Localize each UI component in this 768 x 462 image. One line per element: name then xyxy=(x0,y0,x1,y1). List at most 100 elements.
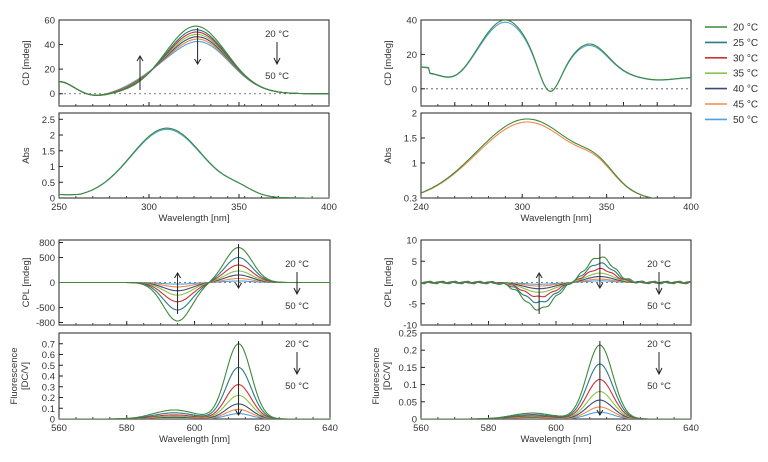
abs-left-ytick-label: 1.5 xyxy=(42,146,55,157)
abs-left-ytick-label: 0.5 xyxy=(42,178,55,189)
abs-right-ytick-label: 1 xyxy=(412,159,417,170)
cd-left-ytick-label: 20 xyxy=(44,65,55,76)
fl-left-temp-high-label: 20 °C xyxy=(285,339,309,350)
fl-left-xtick-label: 600 xyxy=(187,423,203,434)
cpl-left-temp-high-label: 20 °C xyxy=(285,259,309,270)
legend-label: 45 °C xyxy=(733,100,758,111)
cd-right-series-50C xyxy=(421,21,691,92)
fl-left-ytick-label: 0.4 xyxy=(42,372,55,383)
cd-left-shoulder-arrow-head xyxy=(136,55,144,62)
legend-label: 25 °C xyxy=(733,38,758,49)
fl-left-ytick-label: 0.7 xyxy=(42,339,55,350)
abs-left-series-50C xyxy=(59,128,329,198)
fl-right-series-20C xyxy=(421,344,691,419)
cpl-right-panel: -10 -5 0 5 10 CPL [mdeg] 20 °C 50 °C xyxy=(383,236,692,332)
cd-right-ytick-label: 20 xyxy=(406,50,417,61)
abs-left-ytick-label: 0 xyxy=(50,194,55,205)
abs-left-ytick-label: 1 xyxy=(50,162,55,173)
fl-right-ytick-label: 0.15 xyxy=(399,363,418,374)
fl-right-xtick-label: 640 xyxy=(683,423,699,434)
cpl-right-temp-high-label: 20 °C xyxy=(647,259,671,270)
fl-right-xtick-label: 620 xyxy=(616,423,632,434)
fl-right-temp-high-label: 20 °C xyxy=(647,339,671,350)
cd-right-ylabel: CD [mdeg] xyxy=(383,40,394,85)
cd-left-series-40C xyxy=(59,36,329,96)
abs-right-ytick-label: 1.5 xyxy=(404,134,417,145)
fl-right-xlabel: Wavelength [nm] xyxy=(521,434,592,445)
abs-right-frame xyxy=(420,112,692,199)
cpl-left-pos-peak-arrow-head xyxy=(235,282,242,289)
fl-left-temp-arrowhead xyxy=(293,367,301,376)
cd-left-series-45C xyxy=(59,38,329,96)
legend-label: 50 °C xyxy=(733,115,758,126)
cd-right-ytick-label: 0 xyxy=(412,84,417,95)
abs-right-ylabel: Abs xyxy=(383,147,394,164)
cpl-right-temp-low-label: 50 °C xyxy=(647,301,671,312)
cd-right-ytick-label: 40 xyxy=(406,16,417,27)
cpl-left-ytick-label: 500 xyxy=(39,253,55,264)
fl-right-ylabel: Fluorescence xyxy=(371,347,382,404)
fl-right-temp-low-label: 50 °C xyxy=(647,381,671,392)
abs-left-ytick-label: 2.5 xyxy=(42,115,55,126)
fl-left-xtick-label: 560 xyxy=(51,423,67,434)
abs-left-xlabel: Wavelength [nm] xyxy=(159,213,230,224)
legend-label: 40 °C xyxy=(733,84,758,95)
cd-left-peak-arrow-head xyxy=(194,58,202,65)
fl-left-ylabel: Fluorescence xyxy=(9,347,20,404)
fl-right-xtick-label: 560 xyxy=(413,423,429,434)
cpl-right-pos-peak-arrow-head xyxy=(596,282,604,289)
legend-label: 35 °C xyxy=(733,69,758,80)
fl-right-xtick-label: 580 xyxy=(481,423,497,434)
abs-right-ytick-label: 2 xyxy=(412,109,417,120)
cpl-left-ytick-label: -800 xyxy=(36,318,55,329)
cpl-left-panel: -800 -500 0 500 800 CPL [mdeg] 20 °C 50 °C xyxy=(21,238,331,329)
fl-right-temp-arrowhead xyxy=(655,367,663,376)
cd-left-series-50C xyxy=(59,40,329,96)
legend: 20 °C 25 °C 30 °C 35 °C 40 °C 45 °C 50 °C xyxy=(705,23,758,126)
fl-left-series-20C xyxy=(59,343,330,419)
fl-left-xtick-label: 620 xyxy=(254,423,270,434)
fl-right-ytick-label: 0.2 xyxy=(404,346,417,357)
fl-left-panel: 00.10.20.30.40.50.60.7 560 580 600 620 640 Wav… xyxy=(9,332,338,445)
cd-right-panel: 0 20 40 CD [mdeg] xyxy=(383,16,692,107)
cd-left-series-35C xyxy=(59,33,329,96)
abs-right-series-45C xyxy=(421,121,655,198)
cpl-right-ylabel: CPL [mdeg] xyxy=(383,258,394,308)
cpl-right-series-20C xyxy=(421,256,691,311)
fl-right-ytick-label: 0.25 xyxy=(399,329,418,340)
cpl-right-ytick-label: -10 xyxy=(403,321,417,332)
fl-left-ytick-label: 0.1 xyxy=(42,404,55,415)
fl-left-ytick-label: 0 xyxy=(50,415,55,426)
cpl-left-neg-peak-arrow-head xyxy=(174,272,181,279)
abs-left-ylabel: Abs xyxy=(21,147,32,164)
abs-left-xtick-label: 250 xyxy=(51,202,67,213)
cd-left-temp-high-label: 20 °C xyxy=(265,29,289,40)
cd-left-series-20C xyxy=(59,25,329,96)
abs-left-xtick-label: 300 xyxy=(141,202,157,213)
fl-right-ylabel-unit: [DC/V] xyxy=(382,362,393,390)
abs-left-panel: 0 0.5 1 1.5 2 2.5 250 300 350 400 Wavelength [nm] A… xyxy=(21,112,337,224)
cd-right-frame xyxy=(420,19,692,107)
cpl-left-ylabel: CPL [mdeg] xyxy=(21,258,32,308)
abs-left-ytick-label: 2 xyxy=(50,131,55,142)
abs-right-xtick-label: 400 xyxy=(683,202,699,213)
cd-left-ytick-label: 40 xyxy=(44,40,55,51)
abs-left-frame xyxy=(58,112,330,199)
cpl-right-ytick-label: -5 xyxy=(409,299,417,310)
abs-right-series-20C xyxy=(421,118,656,198)
abs-left-xtick-label: 350 xyxy=(231,202,247,213)
fl-left-ytick-label: 0.6 xyxy=(42,350,55,361)
legend-label: 30 °C xyxy=(733,53,758,64)
abs-right-panel: 0.3 1 1.5 2 240 300 350 400 Wavelength [nm] Abs xyxy=(383,109,699,225)
abs-right-xtick-label: 350 xyxy=(599,202,615,213)
abs-left-series-20C xyxy=(59,127,329,198)
abs-left-xtick-label: 400 xyxy=(321,202,337,213)
cpl-left-series-20C xyxy=(59,246,330,322)
fl-left-series-40C xyxy=(59,403,330,419)
cd-left-ytick-label: 0 xyxy=(50,89,55,100)
fl-right-series-35C xyxy=(421,390,691,419)
fl-right-xtick-label: 600 xyxy=(548,423,564,434)
fl-left-ytick-label: 0.2 xyxy=(42,393,55,404)
cpl-right-temp-arrowhead xyxy=(655,287,663,296)
